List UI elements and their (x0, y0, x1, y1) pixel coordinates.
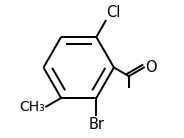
Text: CH₃: CH₃ (19, 100, 45, 114)
Text: Cl: Cl (106, 5, 121, 20)
Text: O: O (145, 60, 157, 75)
Text: Br: Br (88, 117, 104, 132)
